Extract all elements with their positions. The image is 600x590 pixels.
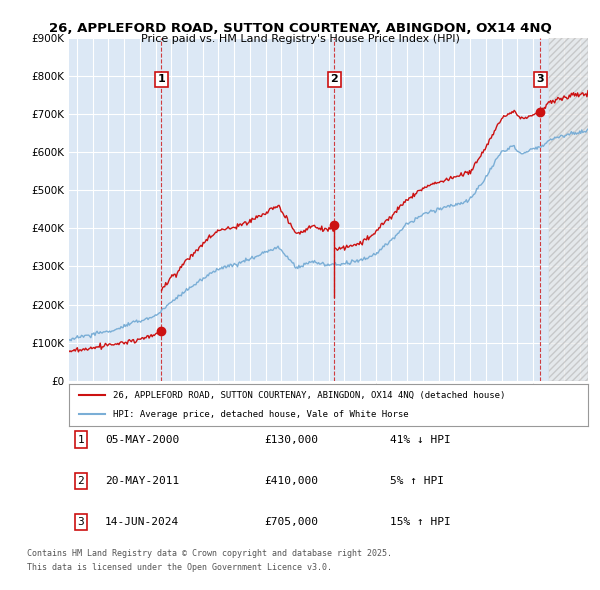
Text: 1: 1: [77, 435, 85, 444]
Text: £130,000: £130,000: [264, 435, 318, 444]
Text: 26, APPLEFORD ROAD, SUTTON COURTENAY, ABINGDON, OX14 4NQ: 26, APPLEFORD ROAD, SUTTON COURTENAY, AB…: [49, 22, 551, 35]
Text: 14-JUN-2024: 14-JUN-2024: [105, 517, 179, 527]
Text: 5% ↑ HPI: 5% ↑ HPI: [390, 476, 444, 486]
Text: Price paid vs. HM Land Registry's House Price Index (HPI): Price paid vs. HM Land Registry's House …: [140, 34, 460, 44]
Text: 3: 3: [536, 74, 544, 84]
Text: HPI: Average price, detached house, Vale of White Horse: HPI: Average price, detached house, Vale…: [113, 409, 409, 418]
Text: 05-MAY-2000: 05-MAY-2000: [105, 435, 179, 444]
Text: £410,000: £410,000: [264, 476, 318, 486]
Text: 41% ↓ HPI: 41% ↓ HPI: [390, 435, 451, 444]
Text: Contains HM Land Registry data © Crown copyright and database right 2025.: Contains HM Land Registry data © Crown c…: [27, 549, 392, 558]
Text: 2: 2: [331, 74, 338, 84]
Text: £705,000: £705,000: [264, 517, 318, 527]
Text: 1: 1: [157, 74, 165, 84]
Text: This data is licensed under the Open Government Licence v3.0.: This data is licensed under the Open Gov…: [27, 563, 332, 572]
Text: 20-MAY-2011: 20-MAY-2011: [105, 476, 179, 486]
Text: 2: 2: [77, 476, 85, 486]
Text: 26, APPLEFORD ROAD, SUTTON COURTENAY, ABINGDON, OX14 4NQ (detached house): 26, APPLEFORD ROAD, SUTTON COURTENAY, AB…: [113, 391, 505, 400]
Text: 15% ↑ HPI: 15% ↑ HPI: [390, 517, 451, 527]
Text: 3: 3: [77, 517, 85, 527]
